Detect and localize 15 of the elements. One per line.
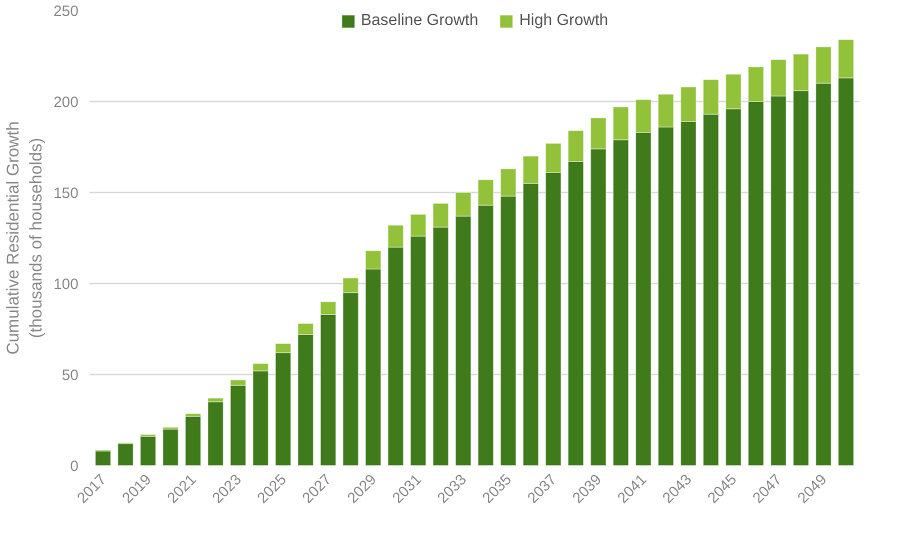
y-tick-label: 150 <box>53 185 79 202</box>
y-tick-label: 0 <box>70 458 78 475</box>
y-tick-label: 200 <box>53 94 79 111</box>
y-tick-label: 50 <box>62 367 79 384</box>
legend-label: Baseline Growth <box>360 12 478 30</box>
y-tick-label: 250 <box>53 3 79 20</box>
bar <box>162 428 179 466</box>
legend-label: High Growth <box>519 12 608 30</box>
bar <box>140 436 156 466</box>
bar <box>94 450 112 466</box>
y-axis-title: Cumulative Residential Growth (thousands of households) <box>4 121 46 355</box>
y-tick-label: 100 <box>53 276 79 293</box>
bar <box>117 443 134 466</box>
bar <box>184 416 202 466</box>
bar <box>207 401 224 466</box>
